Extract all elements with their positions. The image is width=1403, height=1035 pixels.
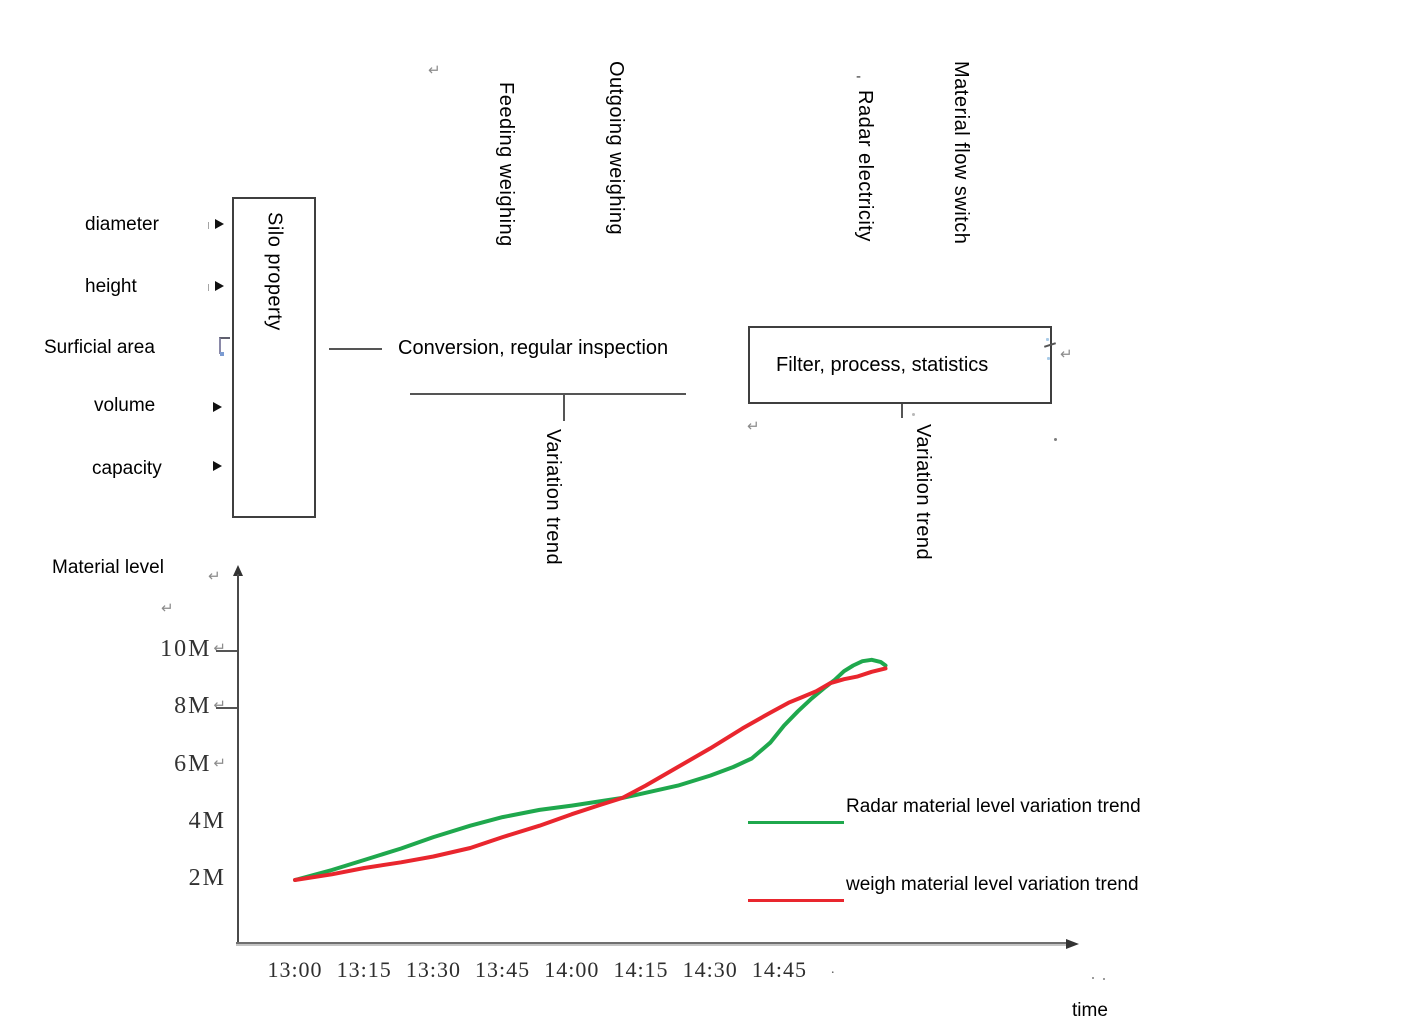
outgoing-weighing-label: Outgoing weighing: [605, 61, 627, 236]
return-mark: ↵: [747, 418, 760, 435]
input-label-surficial-area: Surficial area: [44, 337, 155, 358]
stray-speck: [1046, 338, 1049, 341]
y-axis: [237, 574, 239, 945]
legend-item-weigh: weigh material level variation trend: [748, 874, 1198, 906]
y-tick-10M: 10M ↵: [160, 636, 226, 663]
x-tick-13:15: 13:15: [336, 957, 392, 982]
cursor-artifact-icon: [219, 337, 230, 356]
x-tick-14:15: 14:15: [613, 957, 669, 982]
x-tick-13:30: 13:30: [405, 957, 461, 982]
material-flow-switch-label: Material flow switch: [950, 61, 972, 245]
legend-line-green: [748, 821, 844, 824]
silo-property-label: Silo property: [263, 212, 286, 331]
y-axis-title: Material level: [52, 557, 164, 578]
x-axis: [236, 942, 1068, 946]
stray-dot: [1054, 438, 1057, 441]
return-mark: ↵: [213, 698, 226, 715]
arrow-icon-volume: [213, 402, 222, 412]
y-tick-8M: 8M ↵: [174, 693, 226, 720]
filter-box-label: Filter, process, statistics: [776, 354, 989, 376]
x-axis-trailing-mark: .: [831, 962, 835, 977]
return-mark: ↵: [208, 568, 221, 585]
radar-dash-mark: -: [856, 68, 861, 85]
radar-electricity-label: Radar electricity: [854, 90, 876, 242]
return-mark: ↵: [428, 62, 441, 79]
x-axis-title: time: [1072, 1000, 1108, 1021]
bracket-line: [410, 393, 686, 395]
x-tick-14:30: 14:30: [682, 957, 738, 982]
legend-label-radar: Radar material level variation trend: [846, 796, 1141, 817]
y-tick-6M: 6M ↵: [174, 750, 226, 777]
return-mark: ↵: [213, 641, 226, 658]
conversion-label: Conversion, regular inspection: [398, 337, 669, 359]
arrow-icon-diameter: [215, 219, 224, 229]
bracket-stub: [563, 393, 565, 421]
tick-mark: [208, 284, 209, 291]
stray-dot: [912, 413, 915, 416]
y-tick-2M: 2M: [188, 865, 226, 891]
y-axis-arrow-icon: [233, 565, 243, 576]
x-axis-arrow-icon: [1066, 939, 1079, 949]
return-mark: ↵: [161, 600, 174, 617]
return-mark: ↵: [1060, 346, 1073, 363]
input-label-volume: volume: [94, 395, 156, 416]
input-label-capacity: capacity: [92, 458, 162, 479]
feeding-weighing-label: Feeding weighing: [495, 82, 517, 247]
tick-mark: [208, 222, 209, 229]
x-tick-14:00: 14:00: [544, 957, 600, 982]
filter-stub: [901, 404, 903, 418]
trend-line-1: [293, 666, 888, 882]
stray-dot: [1092, 977, 1094, 979]
return-mark: ↵: [213, 755, 226, 772]
variation-trend-left-label: Variation trend: [542, 429, 564, 566]
legend-line-red: [748, 899, 844, 902]
input-label-diameter: diameter: [85, 214, 159, 235]
stray-dot: [1103, 978, 1105, 980]
filter-box: Filter, process, statistics: [748, 326, 1052, 404]
input-label-height: height: [85, 276, 137, 297]
x-tick-14:45: 14:45: [751, 957, 807, 982]
arrow-icon-capacity: [213, 461, 222, 471]
trend-line-0: [293, 657, 888, 882]
x-tick-13:45: 13:45: [475, 957, 531, 982]
arrow-icon-height: [215, 281, 224, 291]
legend-item-radar: Radar material level variation trend: [748, 796, 1198, 828]
connector-line: [329, 348, 382, 350]
legend-label-weigh: weigh material level variation trend: [846, 874, 1139, 895]
y-tick-4M: 4M: [188, 807, 226, 834]
variation-trend-right-label: Variation trend: [912, 424, 934, 561]
stray-speck: [1047, 357, 1050, 360]
x-tick-13:00: 13:00: [267, 957, 323, 982]
silo-property-box: Silo property: [232, 197, 316, 518]
y-tick-dash: [216, 650, 237, 653]
y-tick-dash: [216, 707, 237, 710]
